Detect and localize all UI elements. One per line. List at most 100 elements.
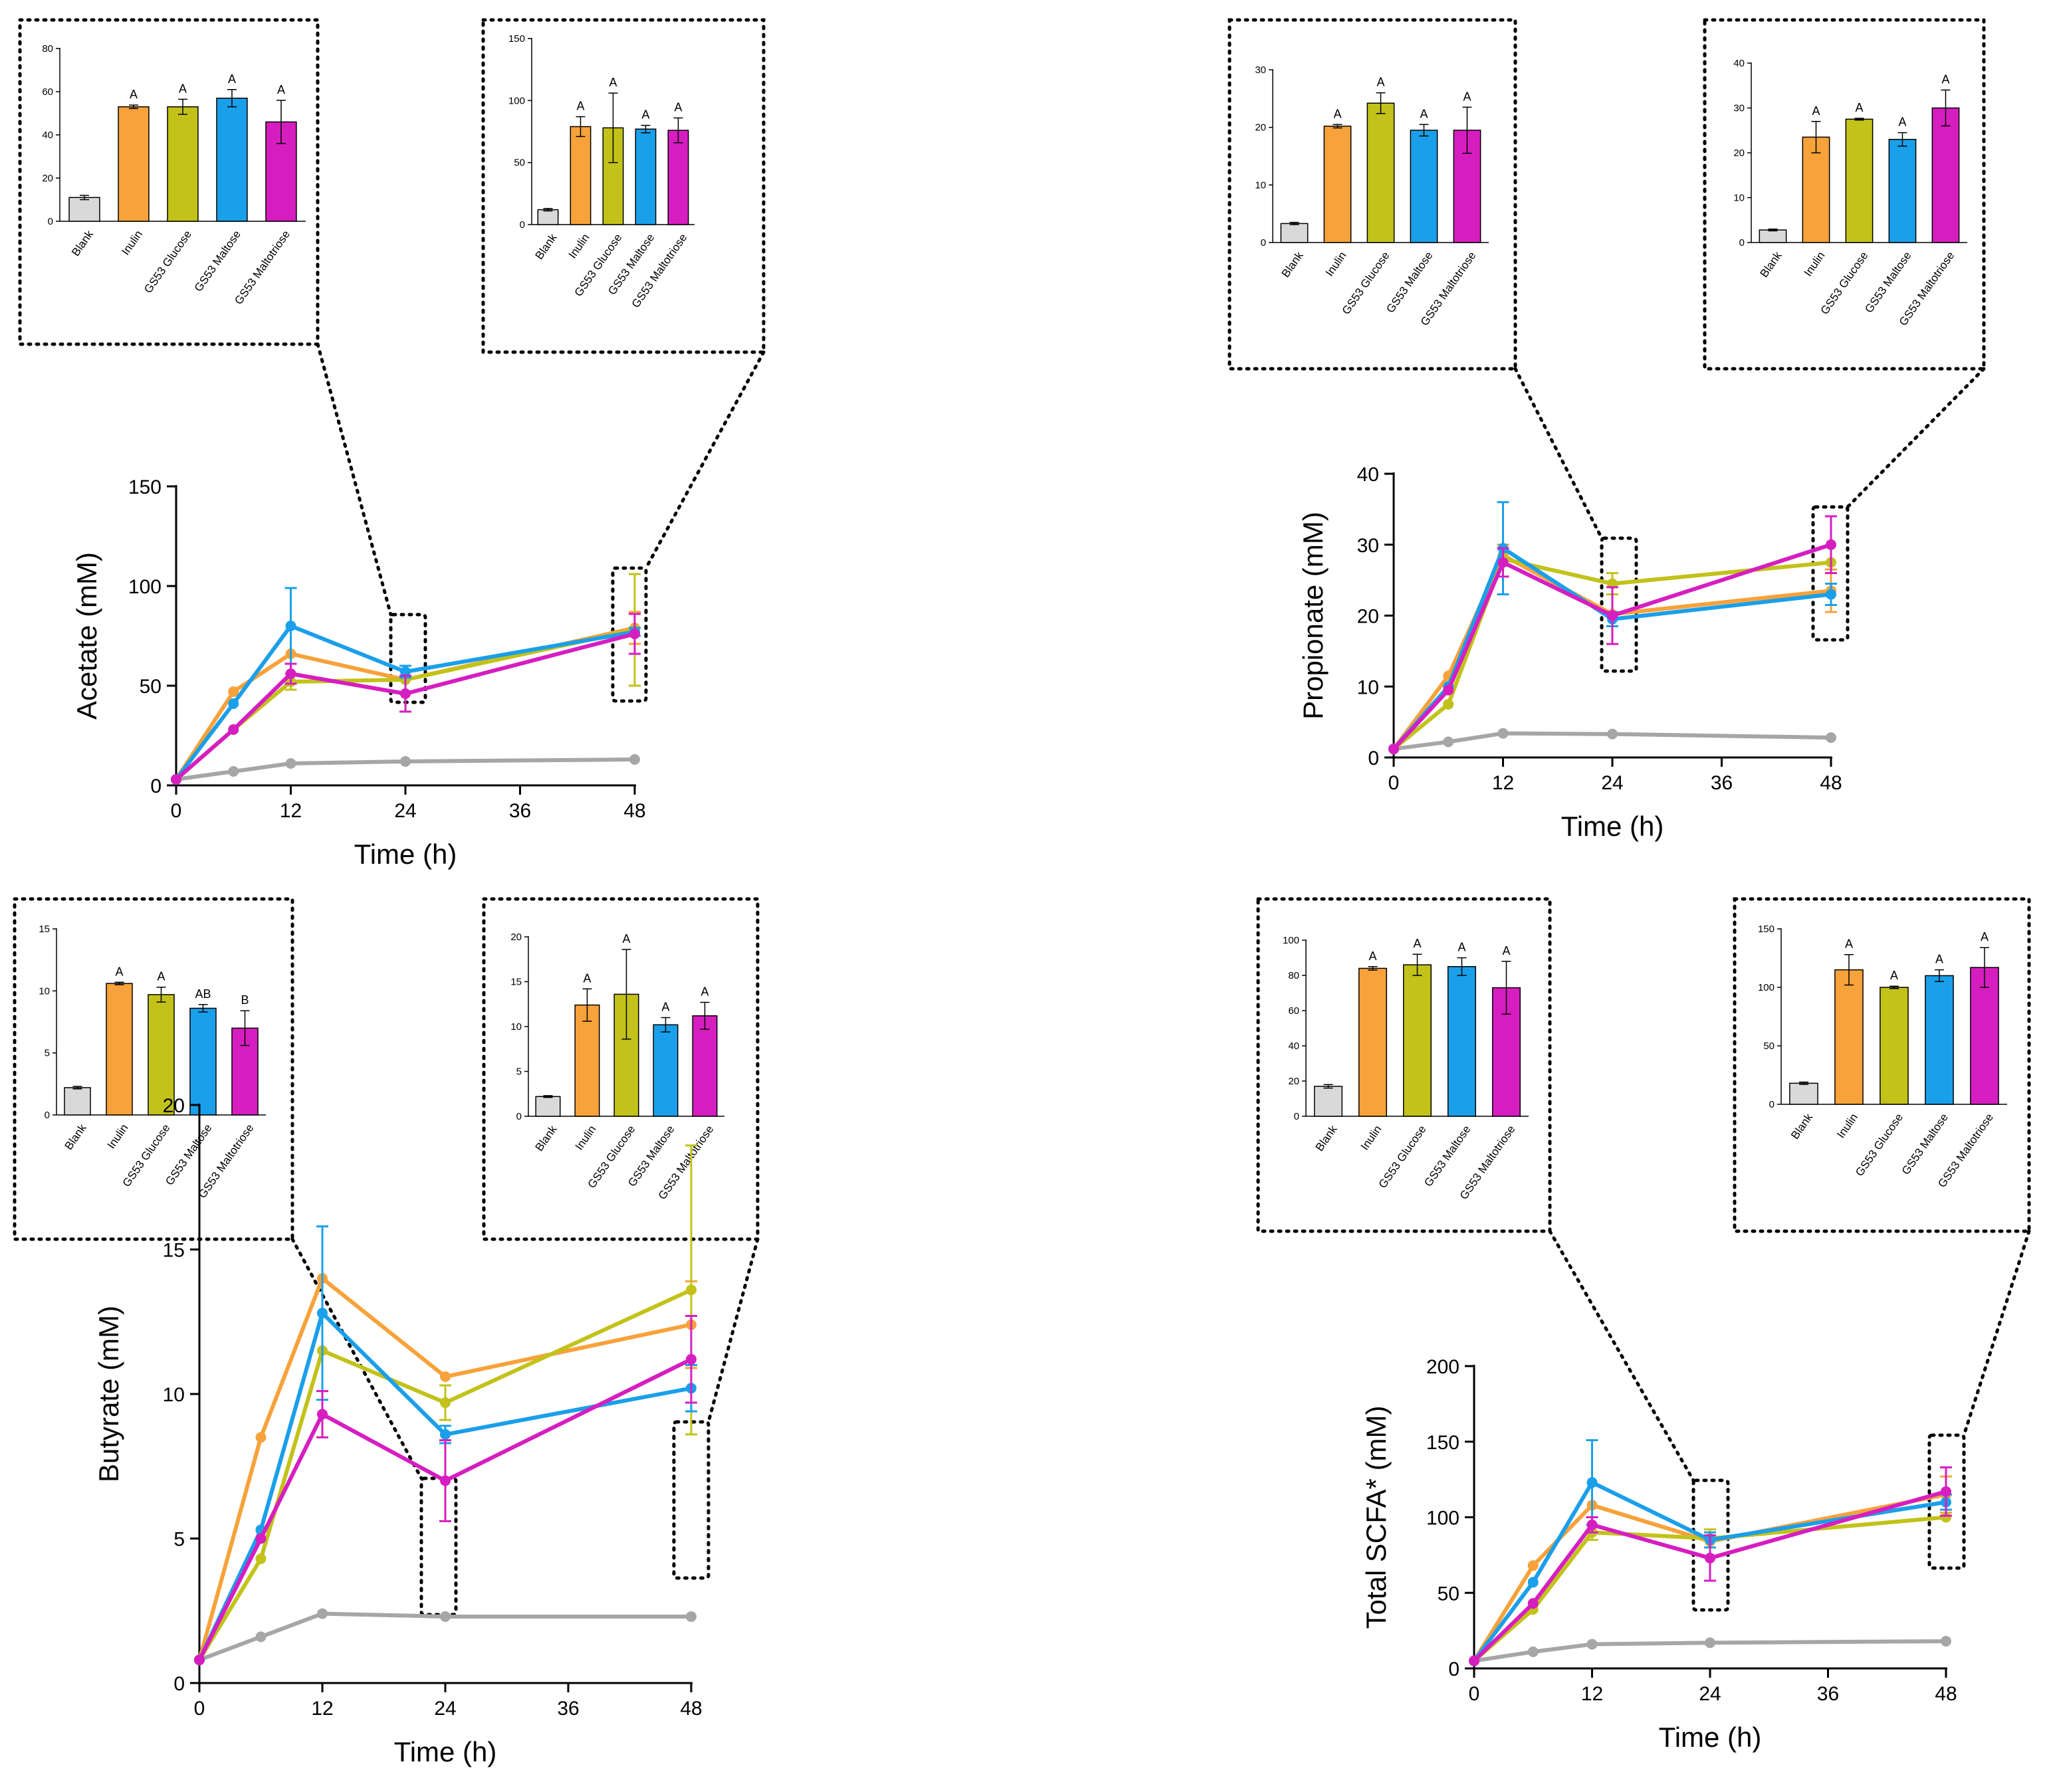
y-tick-label: 0 bbox=[1368, 747, 1379, 769]
bar bbox=[216, 98, 248, 222]
significance-letter: B bbox=[241, 993, 249, 1007]
inset-y-tick-label: 0 bbox=[45, 1110, 50, 1121]
series-blank bbox=[1388, 728, 1836, 755]
y-tick-label: 30 bbox=[1357, 535, 1379, 557]
category-label: Inulin bbox=[566, 231, 592, 260]
bar bbox=[537, 209, 559, 225]
y-tick-label: 5 bbox=[173, 1529, 185, 1551]
inset-y-tick-label: 0 bbox=[1261, 237, 1266, 249]
inset-y-tick-label: 0 bbox=[516, 1111, 522, 1122]
significance-letter: A bbox=[130, 88, 138, 101]
x-tick-label: 24 bbox=[394, 800, 416, 822]
category-label: Inulin bbox=[1802, 249, 1828, 278]
bar bbox=[106, 983, 133, 1116]
inset-y-tick-label: 5 bbox=[516, 1066, 522, 1078]
significance-letter: A bbox=[576, 100, 584, 113]
significance-letter: A bbox=[1420, 107, 1428, 120]
data-point bbox=[440, 1475, 451, 1486]
data-point bbox=[400, 688, 411, 699]
significance-letter: AB bbox=[195, 987, 211, 1001]
x-tick-label: 12 bbox=[1492, 772, 1514, 794]
data-point bbox=[440, 1429, 451, 1440]
inset-y-tick-label: 100 bbox=[508, 95, 525, 106]
zoom-highlight-24h bbox=[389, 613, 427, 704]
data-point bbox=[1705, 1552, 1715, 1563]
y-axis-title: Acetate (mM) bbox=[71, 552, 102, 720]
x-tick-label: 12 bbox=[280, 800, 302, 822]
data-point bbox=[1443, 684, 1454, 696]
bar bbox=[570, 126, 592, 225]
data-point bbox=[1586, 1639, 1598, 1650]
category-label: Inulin bbox=[1323, 249, 1349, 278]
data-point bbox=[686, 1353, 697, 1365]
bar bbox=[1802, 136, 1830, 243]
bar-group-blank: Blank bbox=[1788, 1081, 1818, 1142]
inset-y-tick-label: 10 bbox=[39, 985, 50, 997]
x-tick-label: 0 bbox=[1388, 772, 1400, 794]
bar bbox=[68, 197, 100, 222]
category-label: Blank bbox=[1758, 249, 1784, 280]
inset-y-tick-label: 15 bbox=[510, 977, 522, 988]
inset-y-tick-label: 20 bbox=[1255, 122, 1266, 134]
y-tick-label: 0 bbox=[173, 1673, 185, 1695]
zoom-connector bbox=[316, 342, 393, 617]
y-tick-label: 15 bbox=[163, 1240, 185, 1262]
data-point bbox=[1941, 1636, 1951, 1647]
bar-group-gs53-glucose: A GS53 Glucose bbox=[142, 82, 199, 296]
bar bbox=[1402, 964, 1432, 1117]
bar bbox=[1280, 223, 1309, 243]
category-label: GS53 Maltotriose bbox=[232, 228, 292, 306]
inset-y-tick-label: 0 bbox=[1769, 1099, 1775, 1110]
category-label: Blank bbox=[533, 1123, 560, 1153]
x-tick-label: 48 bbox=[680, 1698, 702, 1720]
bar bbox=[1845, 118, 1874, 243]
significance-letter: A bbox=[179, 82, 187, 95]
bar bbox=[692, 1015, 718, 1117]
data-point bbox=[440, 1397, 451, 1409]
inset-frame bbox=[1228, 18, 1517, 371]
zoom-connector bbox=[1548, 1229, 1695, 1482]
series-gs53-maltotriose bbox=[1388, 515, 1837, 755]
bar-group-blank: Blank bbox=[1313, 1084, 1343, 1153]
bar bbox=[535, 1096, 561, 1117]
data-point bbox=[686, 1611, 697, 1622]
significance-letter: A bbox=[1981, 930, 1989, 944]
category-label: GS53 Maltose bbox=[1422, 1123, 1473, 1189]
zoom-connector bbox=[1513, 367, 1604, 540]
x-tick-label: 12 bbox=[1581, 1683, 1603, 1705]
inset-y-tick-label: 20 bbox=[1733, 148, 1745, 159]
bar bbox=[1888, 139, 1917, 243]
zoom-highlight-48h bbox=[611, 566, 648, 703]
significance-letter: A bbox=[641, 108, 649, 122]
bar bbox=[231, 1027, 259, 1116]
data-point bbox=[228, 766, 239, 777]
category-label: Inulin bbox=[105, 1122, 131, 1151]
zoom-highlight-24h bbox=[419, 1476, 458, 1617]
inset-axes: 0 50 100 150 bbox=[508, 33, 695, 231]
data-point bbox=[255, 1533, 267, 1544]
y-tick-label: 50 bbox=[1438, 1583, 1459, 1605]
inset-y-tick-label: 80 bbox=[1288, 970, 1299, 981]
bar bbox=[64, 1087, 91, 1116]
category-label: GS53 Glucose bbox=[1376, 1123, 1429, 1190]
x-tick-label: 48 bbox=[1935, 1683, 1957, 1705]
bar-group-inulin: A Inulin bbox=[566, 100, 592, 261]
inset-y-tick-label: 0 bbox=[520, 219, 525, 231]
bar bbox=[1925, 975, 1954, 1105]
y-axis-title: Propionate (mM) bbox=[1297, 512, 1329, 720]
significance-letter: A bbox=[1457, 941, 1465, 954]
x-axis-title: Time (h) bbox=[1561, 811, 1664, 842]
zoom-highlight-24h bbox=[1691, 1478, 1730, 1612]
inset-y-tick-label: 40 bbox=[1733, 58, 1745, 69]
data-point bbox=[1607, 610, 1618, 621]
y-tick-label: 0 bbox=[150, 775, 161, 797]
data-point bbox=[440, 1611, 451, 1622]
y-axis-title: Total SCFA* (mM) bbox=[1360, 1405, 1392, 1629]
category-label: Blank bbox=[1313, 1123, 1340, 1153]
x-tick-label: 36 bbox=[1711, 772, 1733, 794]
y-tick-label: 20 bbox=[163, 1095, 185, 1117]
bar bbox=[667, 130, 689, 225]
data-point bbox=[629, 629, 640, 639]
x-tick-label: 12 bbox=[311, 1698, 333, 1720]
